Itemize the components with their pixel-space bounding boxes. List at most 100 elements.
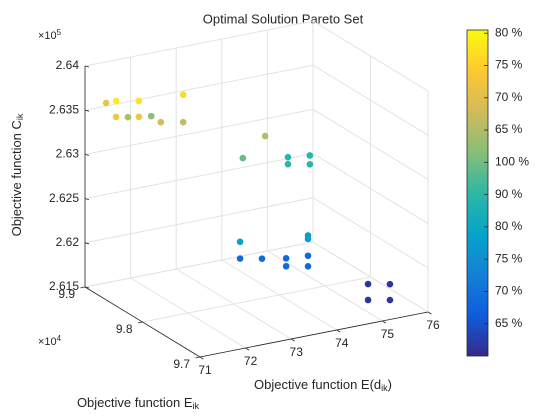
grid-line <box>312 108 429 180</box>
z-tick-label: 2.63 <box>56 147 80 161</box>
grid-line <box>312 20 429 92</box>
z-tick <box>84 198 90 200</box>
z-axis-label-part: ik <box>15 113 25 120</box>
z-axis-label: Objective function Cik <box>9 113 25 236</box>
point <box>364 296 372 304</box>
x-tick-label: 71 <box>198 363 212 377</box>
y-axis-label: Objective function Eik <box>77 395 200 411</box>
y-exponent-part: ×10 <box>38 336 57 348</box>
x-axis-label-part: ) <box>388 377 392 392</box>
x-tick <box>199 356 204 360</box>
y-exponent: ×104 <box>38 334 62 348</box>
point <box>239 154 247 162</box>
grid-line <box>84 241 314 288</box>
z-exponent-part: 5 <box>57 28 62 37</box>
point <box>386 296 394 304</box>
x-tick <box>245 347 250 351</box>
grid-line <box>84 153 314 200</box>
point <box>284 160 292 168</box>
point <box>147 112 155 120</box>
point <box>304 252 312 260</box>
colorbar-tick-label: 80 % <box>495 219 523 233</box>
point <box>135 97 143 105</box>
y-tick <box>80 286 86 289</box>
z-tick <box>84 154 90 156</box>
x-tick <box>336 329 341 333</box>
x-tick-label: 75 <box>381 327 395 341</box>
point <box>261 132 269 140</box>
y-tick-label: 9.8 <box>116 322 133 336</box>
grid-line <box>312 241 429 313</box>
point <box>306 152 314 159</box>
grid-line <box>84 64 314 111</box>
x-axis-label-part: ik <box>381 383 388 393</box>
z-exponent: ×105 <box>38 28 62 42</box>
point <box>179 118 187 126</box>
grid-line <box>84 108 314 155</box>
y-exponent-part: 4 <box>57 334 62 343</box>
y-tick-label: 9.7 <box>173 357 190 371</box>
y-axis-label-part: ik <box>193 401 200 411</box>
y-tick <box>195 356 201 359</box>
z-tick <box>84 286 90 289</box>
z-tick-label: 2.635 <box>49 102 79 116</box>
x-axis-label-part: Objective function E(d <box>254 377 381 392</box>
point <box>304 263 312 270</box>
point <box>102 99 110 107</box>
grid-line <box>142 276 371 323</box>
grid-line <box>84 20 314 67</box>
point <box>236 238 244 246</box>
point <box>386 280 394 288</box>
point <box>112 113 120 121</box>
z-axis-label-part: Objective function C <box>9 120 24 236</box>
z-tick-label: 2.64 <box>56 58 80 72</box>
x-tick <box>427 311 432 315</box>
colorbar-tick-label: 70 % <box>495 284 523 298</box>
point <box>179 91 187 99</box>
colorbar-tick-label: 65 % <box>495 122 523 136</box>
chart-title: Optimal Solution Pareto Set <box>203 11 364 26</box>
x-tick-label: 74 <box>335 336 349 350</box>
z-tick <box>84 65 90 68</box>
grid-line <box>84 197 314 244</box>
colorbar-tick-label: 80 % <box>495 25 523 39</box>
point <box>258 255 266 262</box>
x-tick <box>290 338 295 342</box>
point <box>282 262 290 270</box>
point <box>282 254 290 262</box>
colorbar-tick-label: 100 % <box>495 155 529 169</box>
grid-line <box>312 64 429 136</box>
point <box>135 113 143 121</box>
x-tick-label: 73 <box>290 345 304 359</box>
point <box>236 255 244 262</box>
z-tick-label: 2.625 <box>49 191 79 205</box>
x-tick-label: 72 <box>244 354 258 368</box>
z-exponent-part: ×10 <box>38 30 57 42</box>
x-tick <box>382 320 387 324</box>
y-tick-label: 9.9 <box>58 287 75 301</box>
x-tick-label: 76 <box>426 318 440 332</box>
colorbar-tick-label: 75 % <box>495 251 523 265</box>
colorbar <box>466 29 489 357</box>
z-tick-label: 2.615 <box>49 279 79 293</box>
point <box>157 118 165 126</box>
colorbar-tick-label: 65 % <box>495 316 523 330</box>
grid-line <box>312 153 429 225</box>
point <box>364 280 372 288</box>
point <box>284 153 292 161</box>
grid-line <box>312 197 429 269</box>
point <box>304 235 312 243</box>
z-tick <box>84 242 90 245</box>
y-tick <box>137 321 143 324</box>
point <box>112 97 120 105</box>
x-axis-label: Objective function E(dik) <box>254 377 392 393</box>
x-axis <box>199 311 429 358</box>
colorbar-tick-label: 70 % <box>495 90 523 104</box>
y-axis-label-part: Objective function E <box>77 395 193 410</box>
colorbar-tick-label: 75 % <box>495 58 523 72</box>
z-tick-label: 2.62 <box>56 235 80 249</box>
colorbar-tick-label: 90 % <box>495 187 523 201</box>
z-tick <box>84 109 90 112</box>
point <box>124 113 132 121</box>
